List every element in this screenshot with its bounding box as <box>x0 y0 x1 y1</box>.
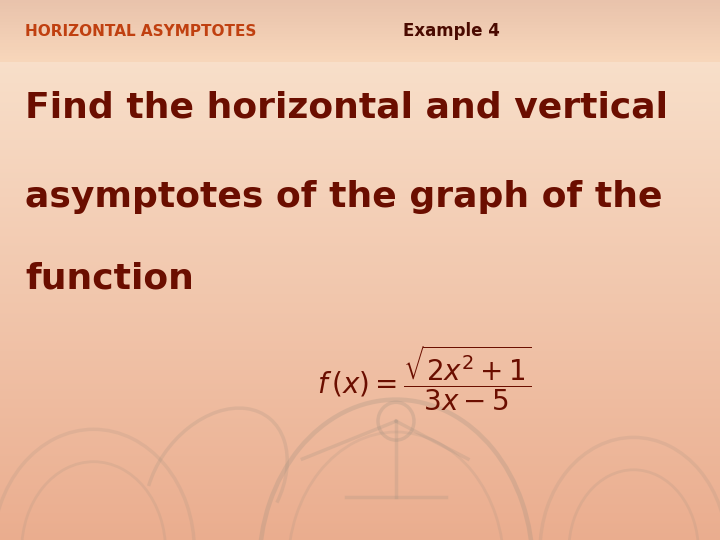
Bar <box>0 25 720 28</box>
Bar <box>0 18 720 22</box>
Text: Find the horizontal and vertical: Find the horizontal and vertical <box>25 91 668 125</box>
Bar <box>0 59 720 62</box>
Bar <box>0 28 720 31</box>
Text: Example 4: Example 4 <box>403 22 500 40</box>
Text: function: function <box>25 261 194 295</box>
Bar <box>0 22 720 25</box>
Bar <box>0 56 720 59</box>
Bar <box>0 53 720 56</box>
Bar <box>0 6 720 9</box>
Bar <box>0 50 720 53</box>
Bar <box>0 0 720 3</box>
Bar <box>0 37 720 40</box>
Text: $f\,(x) = \dfrac{\sqrt{2x^2+1}}{3x-5}$: $f\,(x) = \dfrac{\sqrt{2x^2+1}}{3x-5}$ <box>317 343 531 413</box>
Bar <box>0 43 720 46</box>
Text: asymptotes of the graph of the: asymptotes of the graph of the <box>25 180 662 214</box>
Bar <box>0 12 720 16</box>
Bar <box>0 40 720 44</box>
Bar <box>0 3 720 6</box>
Bar <box>0 16 720 18</box>
Bar <box>0 46 720 50</box>
Bar <box>0 9 720 12</box>
Text: HORIZONTAL ASYMPTOTES: HORIZONTAL ASYMPTOTES <box>25 24 256 38</box>
Bar <box>0 34 720 37</box>
Bar <box>0 31 720 34</box>
